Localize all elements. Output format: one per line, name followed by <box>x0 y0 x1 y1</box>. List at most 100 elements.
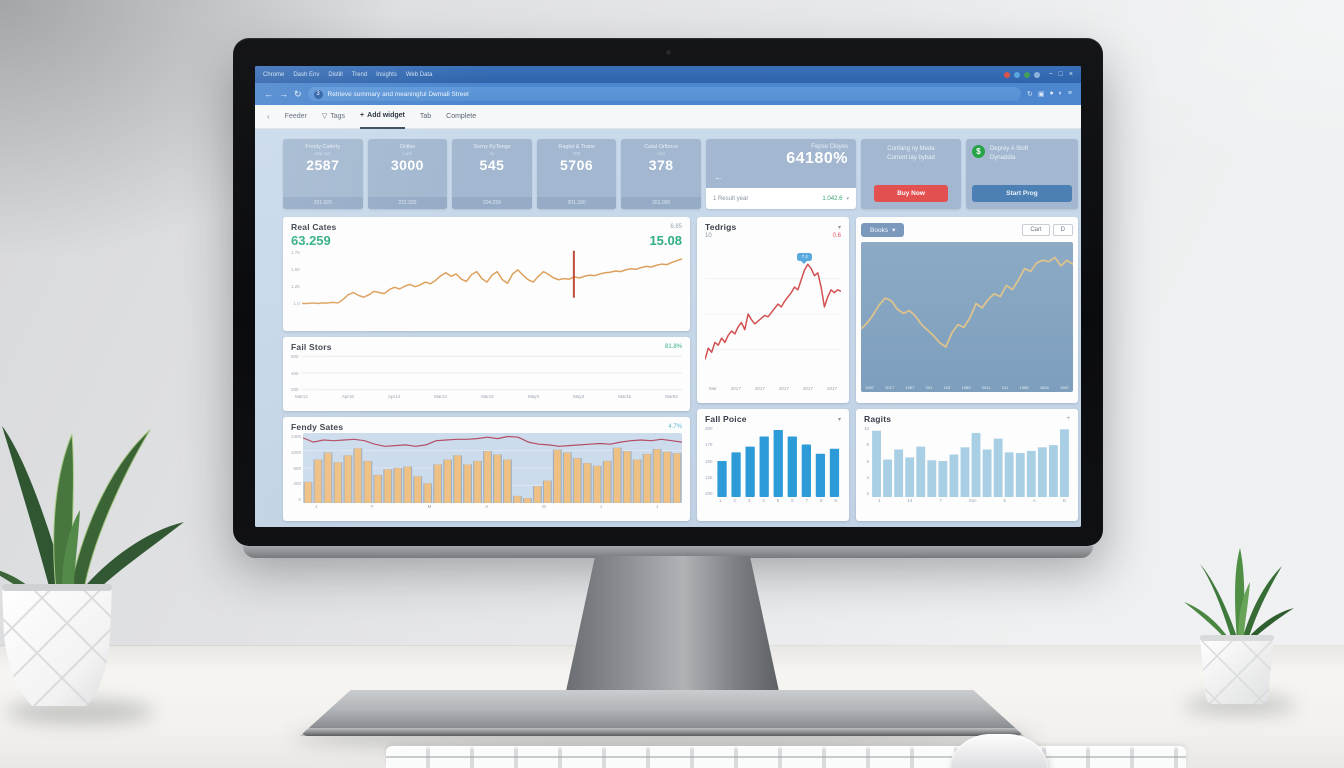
x-axis-labels: Mar12 Apr16 Apr14 Mar13 Mar15 May3 May3 Mar15 Ma… <box>295 394 678 399</box>
d-button[interactable]: D <box>1052 224 1073 236</box>
fail-stars-chart <box>301 353 682 393</box>
kpi-card-1: Fronty Caterty Mar-apr 2587 201.020 <box>283 139 363 209</box>
x-axis-labels: Mar 2017 2017 2017 2017 2017 <box>709 386 837 391</box>
panel-title: Tedrigs <box>705 222 737 232</box>
left-plant <box>0 418 192 718</box>
status-dots <box>1003 71 1040 78</box>
webcam-dot <box>666 50 671 55</box>
panel-title: Ragits <box>864 414 892 424</box>
kpi-footer: 201.020 <box>283 197 363 209</box>
addressbar-icons[interactable]: ↻ ▣ ● ◐ ≡ <box>1026 90 1072 98</box>
stat-right: 0.6 <box>832 233 841 239</box>
start-card: $ Deprey A Sloft Dynaddia Start Prog <box>965 139 1078 209</box>
kpi-row: Fronty Caterty Mar-apr 2587 201.020 Onll… <box>283 139 1078 209</box>
dollar-coin-icon: $ <box>971 145 985 158</box>
kpi-footer: 201.330 <box>536 197 617 209</box>
start-prog-button[interactable]: Start Prog <box>971 184 1072 202</box>
real-sales-panel: Real Cates 6.85 63.259 15.08 1.75 1.50 1.2… <box>283 217 690 331</box>
ragits-chart <box>871 425 1070 497</box>
tedrigs-panel: Tedrigs ▾ 10 0.6 7.4 Mar 2017 2017 2017 2017… <box>697 217 849 403</box>
favicon-badge: 3 <box>313 89 323 99</box>
buy-card: Confang ny Meda Current tay bybad Buy No… <box>860 139 961 209</box>
url-field[interactable]: 3 Retrieve summary and meaningful Dwmall… <box>307 87 1021 101</box>
right-plant <box>1172 536 1302 711</box>
dropdown-label: 1 Result year <box>712 195 749 202</box>
real-sales-chart <box>302 249 682 307</box>
y-axis-labels: 200 175 150 125 100 <box>705 426 713 496</box>
kpi-footer: 231.330 <box>367 197 448 209</box>
monitor-stand-base <box>300 690 1024 736</box>
books-dropdown-label: Books <box>870 226 889 234</box>
dashboard: Fronty Caterty Mar-apr 2587 201.020 Onll… <box>255 129 1081 527</box>
fail-stars-panel: Fail Stors 81.8% 600 400 200 Mar12 Apr16 Apr… <box>283 337 690 411</box>
percent-value: 64180% <box>786 150 848 167</box>
panel-corner-value: 81.8% <box>664 344 682 350</box>
kpi-value: 378 <box>648 157 674 174</box>
percent-label: Fepse Cloyes <box>811 144 848 150</box>
x-axis-labels: 1 14 7 Soc 5 A D <box>878 498 1066 503</box>
metric-right: 15.08 <box>649 233 682 248</box>
kpi-value: 2587 <box>306 157 340 174</box>
period-dropdown[interactable]: 1 Result year 1.042.6 ▾ <box>705 188 856 209</box>
books-chart: 1987 2017 1987 201 103 1989 2011 131 1985 1504 198… <box>861 242 1073 392</box>
kpi-label: Catal Orfbnce <box>644 144 679 150</box>
app-toolbar: ‹ Feeder ▽ Tags + Add widget Tab Complete <box>255 105 1081 129</box>
keyboard <box>386 746 1186 768</box>
back-icon[interactable]: ← <box>264 88 273 99</box>
books-panel: Books ▾ Cart D 1987 2017 1987 201 103 1989 201… <box>856 217 1078 403</box>
chevron-down-icon[interactable]: ▾ <box>837 224 841 231</box>
kpi-value: 3000 <box>390 157 424 174</box>
kpi-card-4: Raglet & Trans 000 5706 201.330 <box>536 139 617 209</box>
start-card-line1: Deprey A Sloft <box>989 146 1028 152</box>
browser-address-bar: ← → ↻ 3 Retrieve summary and meaningful … <box>255 83 1081 105</box>
cart-button[interactable]: Cart <box>1022 224 1050 236</box>
kpi-label: Raglet & Trans <box>558 144 595 150</box>
expand-icon[interactable]: + <box>1066 416 1070 422</box>
chevron-down-icon: ▾ <box>846 195 849 202</box>
close-icon[interactable]: × <box>1068 71 1073 78</box>
maximize-icon[interactable]: □ <box>1058 71 1063 78</box>
books-dropdown-button[interactable]: Books ▾ <box>861 223 905 237</box>
plus-icon: + <box>360 111 365 119</box>
monitor-stand-neck <box>565 556 780 696</box>
buy-card-line1: Confang ny Meda <box>887 146 935 152</box>
reload-icon[interactable]: ↻ <box>294 88 302 99</box>
funnel-icon: ▽ <box>321 112 328 120</box>
kpi-sublabel: Iura <box>657 151 666 157</box>
stat-left: 10 <box>705 233 712 239</box>
kpi-card-2: Onlles Last 3000 231.330 <box>367 139 448 209</box>
toolbar-item-tags[interactable]: ▽ Tags <box>322 105 345 129</box>
left-arrow-icon: ← <box>713 172 723 182</box>
panel-corner-value: 4.7% <box>668 424 682 430</box>
browser-menu-items[interactable]: Chrome Dash Env Distill Trend Insights Web Da… <box>263 71 433 78</box>
toolbar-item-add-widget[interactable]: + Add widget <box>360 105 405 129</box>
chevron-down-icon: ▾ <box>892 227 896 234</box>
forward-icon[interactable]: → <box>279 88 288 99</box>
kpi-card-3: Sorny KyTenge Sy 545 204.259 <box>452 139 532 209</box>
kpi-footer: 201.000 <box>621 197 701 209</box>
chevron-down-icon[interactable]: ▾ <box>837 416 841 423</box>
fall-price-chart <box>715 425 841 497</box>
toolbar-back-icon[interactable]: ‹ <box>267 112 270 121</box>
toolbar-item-tab[interactable]: Tab <box>419 112 432 120</box>
y-axis-labels: 600 400 200 <box>291 354 299 392</box>
minimize-icon[interactable]: − <box>1048 71 1053 78</box>
panel-corner-value: 6.85 <box>670 224 682 230</box>
tedrigs-chart: 7.4 <box>705 243 841 385</box>
panel-title: Fendy Sates <box>291 422 344 432</box>
dropdown-value: 1.042.6 <box>822 195 843 202</box>
percent-card: Fepse Cloyes 64180% ← 1 Result year 1.04… <box>705 139 856 209</box>
toolbar-item-feeder[interactable]: Feeder <box>284 112 307 120</box>
url-text: Retrieve summary and meaningful Dwmall S… <box>327 90 469 98</box>
trendy-sales-chart <box>303 433 682 503</box>
toolbar-item-complete[interactable]: Complete <box>446 112 477 120</box>
browser-tab-bar: Chrome Dash Env Distill Trend Insights Web Da… <box>255 66 1081 83</box>
panel-title: Fall Poice <box>705 414 747 424</box>
monitor-screen: Chrome Dash Env Distill Trend Insights Web Da… <box>255 66 1081 527</box>
kpi-sublabel: Sy <box>489 151 495 157</box>
buy-now-button[interactable]: Buy Now <box>874 184 948 202</box>
